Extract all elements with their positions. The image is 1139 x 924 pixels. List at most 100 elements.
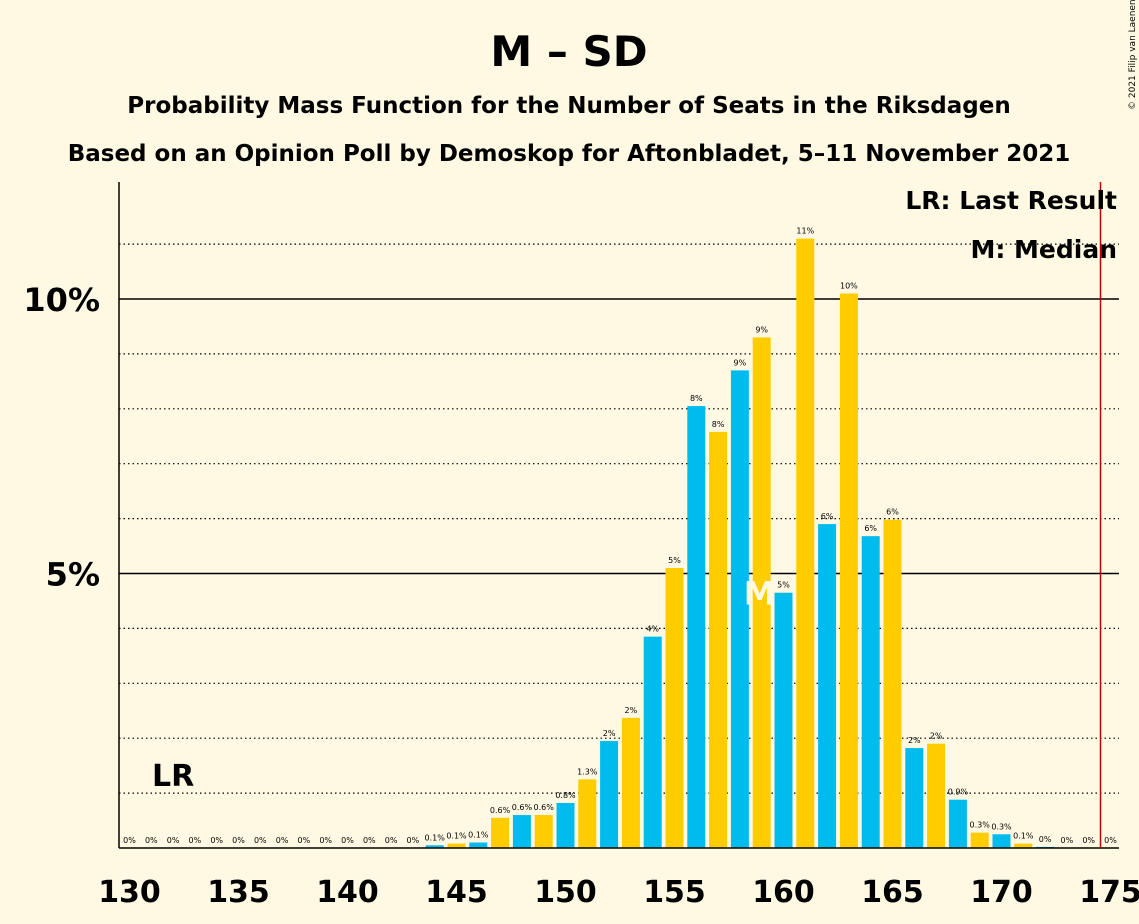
bar-label-140: 0% [341, 836, 354, 845]
bar-169 [970, 832, 989, 848]
bar-151 [578, 779, 597, 848]
bar-label-174: 0% [1082, 836, 1095, 845]
bar-label-134: 0% [210, 836, 223, 845]
bar-label-153: 2% [625, 706, 638, 715]
bar-label-155: 5% [668, 556, 681, 565]
bar-label-168: 0.9% [948, 788, 969, 797]
bar-148 [512, 815, 531, 848]
bar-159 [752, 337, 771, 848]
bar-label-143: 0% [407, 836, 420, 845]
bar-label-154: 4% [646, 625, 659, 634]
bar-label-139: 0% [319, 836, 332, 845]
bar-label-162: 6% [821, 512, 834, 521]
bar-label-149: 0.6% [534, 803, 555, 812]
bar-155 [665, 568, 684, 848]
bar-145 [447, 843, 466, 848]
chart-title: M – SD [490, 27, 647, 76]
bar-label-141: 0% [363, 836, 376, 845]
bar-label-147: 0.6% [490, 806, 511, 815]
bar-168 [948, 799, 967, 848]
bar-label-144: 0.1% [425, 833, 446, 842]
chart-subtitle-1: Probability Mass Function for the Number… [127, 93, 1010, 119]
bar-170 [992, 834, 1011, 848]
bar-label-165: 6% [886, 508, 899, 517]
bar-label-151: 1.3% [577, 767, 598, 776]
bar-label-150: 0.8% [555, 791, 576, 800]
bar-label-164: 6% [864, 524, 877, 533]
bar-label-163: 10% [840, 282, 858, 291]
bar-162 [818, 524, 837, 848]
legend-last-result: LR: Last Result [905, 186, 1117, 215]
bar-149 [534, 815, 553, 848]
bar-label-171: 0.1% [1013, 832, 1034, 841]
x-axis-labels: 130 135 140 145 150 155 160 165 170 175 [98, 875, 1139, 910]
bar-label-138: 0% [298, 836, 311, 845]
bar-153 [621, 717, 640, 848]
bar-167 [927, 743, 946, 848]
x-tick-label: 135 [207, 875, 270, 910]
bar-label-173: 0% [1061, 836, 1074, 845]
last-result-marker: LR [152, 759, 194, 794]
bar-label-159: 9% [755, 325, 768, 334]
bar-label-131: 0% [145, 836, 158, 845]
bar-label-135: 0% [232, 836, 245, 845]
bar-label-132: 0% [167, 836, 180, 845]
bar-label-146: 0.1% [468, 831, 489, 840]
bar-label-175: 0% [1104, 836, 1117, 845]
bar-label-130: 0% [123, 836, 136, 845]
x-tick-label: 155 [643, 875, 706, 910]
bar-value-labels: 0% 0% 0% 0% 0% 0% 0% 0% 0% 0% 0% 0% 0% 0% 0.1% 0.1% 0.1%… [123, 227, 1117, 845]
legend-median: M: Median [970, 235, 1117, 264]
bar-154 [643, 636, 662, 848]
bar-label-160: 5% [777, 581, 790, 590]
bar-158 [730, 370, 749, 848]
bar-label-170: 0.3% [991, 822, 1012, 831]
bar-156 [687, 406, 706, 848]
bar-150 [556, 802, 575, 848]
bar-label-148: 0.6% [512, 803, 533, 812]
x-tick-label: 165 [861, 875, 924, 910]
bar-label-152: 2% [603, 729, 616, 738]
gridlines [119, 243, 1119, 794]
bar-157 [709, 431, 728, 848]
bar-165 [883, 519, 902, 848]
bar-171 [1014, 843, 1033, 848]
bar-label-133: 0% [189, 836, 202, 845]
chart-subtitle-2: Based on an Opinion Poll by Demoskop for… [68, 141, 1071, 167]
bar-label-158: 9% [734, 358, 747, 367]
x-tick-label: 140 [316, 875, 379, 910]
x-tick-label: 130 [98, 875, 161, 910]
bar-144 [425, 845, 444, 848]
bar-label-172: 0% [1039, 835, 1052, 844]
bar-152 [600, 740, 619, 848]
bar-146 [469, 842, 488, 848]
bar-label-166: 2% [908, 736, 921, 745]
bar-160 [774, 592, 793, 848]
bar-161 [796, 238, 815, 849]
bar-147 [491, 817, 510, 848]
copyright-text: © 2021 Filip van Laenen [1128, 0, 1138, 110]
bar-166 [905, 748, 924, 848]
bar-label-142: 0% [385, 836, 398, 845]
median-marker: M [744, 575, 776, 613]
bar-163 [839, 293, 858, 848]
bar-label-145: 0.1% [446, 832, 467, 841]
x-tick-label: 170 [970, 875, 1033, 910]
bar-label-156: 8% [690, 394, 703, 403]
bar-label-169: 0.3% [970, 821, 991, 830]
bar-label-136: 0% [254, 836, 267, 845]
x-tick-label: 150 [534, 875, 597, 910]
bar-label-161: 11% [796, 227, 814, 236]
bar-164 [861, 536, 880, 848]
y-axis-labels: 5% 10% [23, 281, 100, 594]
bar-label-157: 8% [712, 420, 725, 429]
x-tick-label: 175 [1079, 875, 1139, 910]
y-tick-label: 10% [23, 281, 100, 319]
y-tick-label: 5% [46, 556, 100, 594]
bars [425, 238, 1055, 849]
x-tick-label: 145 [425, 875, 488, 910]
bar-label-137: 0% [276, 836, 289, 845]
bar-label-167: 2% [930, 732, 943, 741]
